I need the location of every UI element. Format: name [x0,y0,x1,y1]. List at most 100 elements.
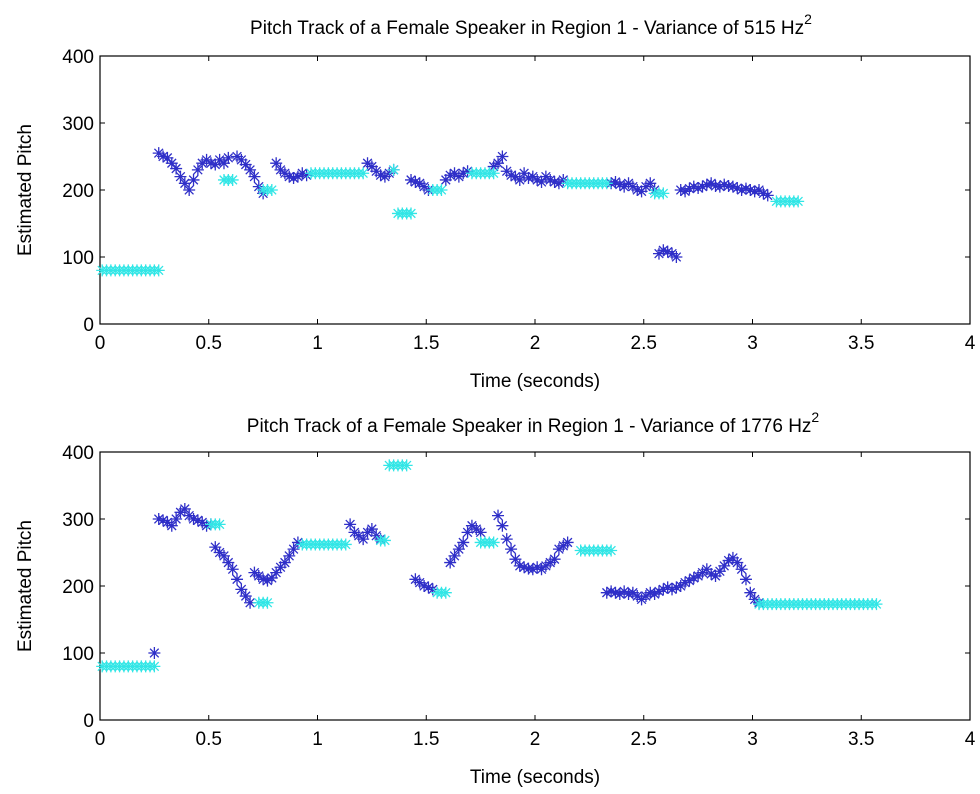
chart-top-series-0-marker [718,178,731,191]
chart-bottom-series-0-marker [422,581,435,594]
chart-bottom-series-0-marker [178,502,191,515]
chart-top-series-1-marker [600,177,613,190]
chart-bottom-series-0-marker [509,553,522,566]
chart-bottom-xtick-label: 4 [965,729,976,750]
chart-bottom-series-1-marker [148,660,161,673]
chart-top-series-0-marker [522,171,535,184]
chart-top-series-0-marker [731,181,744,194]
chart-bottom-series-0-marker [531,561,544,574]
chart-bottom-series-0-marker [626,586,639,599]
chart-bottom-series-0-marker [457,536,470,549]
chart-top-series-0-marker [609,175,622,188]
chart-top-series-1-marker [152,264,165,277]
chart-bottom-series-0-marker [652,585,665,598]
chart-bottom-title: Pitch Track of a Female Speaker in Regio… [247,409,820,437]
chart-bottom-series-0-marker [278,556,291,569]
chart-bottom-series-1-marker [870,598,883,611]
chart-top-title: Pitch Track of a Female Speaker in Regio… [250,11,812,39]
chart-top-series-0-marker [361,157,374,170]
chart-top-series-0-marker [300,169,313,182]
chart-bottom-series-0-marker [426,583,439,596]
chart-bottom-series-0-marker [283,549,296,562]
chart-top-series-0-marker [761,189,774,202]
chart-top-xtick-label: 1 [312,333,323,354]
chart-top-series-0-marker [178,177,191,190]
chart-bottom-series-0-marker [239,590,252,603]
chart-bottom-series-1-marker [213,518,226,531]
chart-top-series-0-marker [644,177,657,190]
chart-top-series-1-marker [357,167,370,180]
chart-bottom-series-0-marker [213,546,226,559]
chart-top-series-0-marker [439,173,452,186]
chart-top-series-1-marker [657,187,670,200]
chart-top-series-0-marker [757,187,770,200]
chart-bottom-markers [96,459,883,673]
chart-bottom-series-0-marker [683,574,696,587]
chart-top-series-0-marker [670,251,683,263]
chart-bottom-ytick-label: 400 [62,443,94,464]
chart-bottom-series-0-marker [448,549,461,562]
chart-top-series-0-marker [626,180,639,193]
chart-top-series-0-marker [535,175,548,188]
chart-bottom-series-0-marker [365,523,378,536]
chart-bottom-series-0-marker [261,574,274,587]
chart-top-ytick-label: 400 [62,47,94,68]
chart-top-series-0-marker [291,170,304,183]
chart-bottom-series-0-marker [452,543,465,556]
chart-bottom-title-superscript: 2 [811,409,819,425]
chart-bottom-series-0-marker [217,549,230,562]
chart-top-xtick-label: 3 [747,333,758,354]
chart-bottom-series-0-marker [357,533,370,546]
chart-top-xtick-label: 3.5 [848,333,874,354]
chart-bottom-series-0-marker [535,563,548,576]
chart-top-series-0-marker [252,180,265,193]
chart-bottom-series-0-marker [505,543,518,556]
chart-bottom-series-0-marker [657,583,670,596]
chart-top-series-1-marker [265,184,278,196]
chart-bottom-xtick-label: 0 [95,729,106,750]
chart-top-xtick-label: 1.5 [413,333,439,354]
chart-bottom-series-0-marker [544,556,557,569]
chart-top-series-0-marker [270,157,283,170]
chart-bottom: Pitch Track of a Female Speaker in Regio… [15,409,976,788]
chart-bottom-series-0-marker [709,569,722,582]
chart-top-series-0-marker [557,173,570,186]
chart-bottom-series-0-marker [631,590,644,603]
chart-bottom-series-0-marker [718,559,731,572]
chart-bottom-series-0-marker [700,563,713,576]
chart-top-series-0-marker [187,173,200,186]
chart-top-series-0-marker [457,167,470,180]
chart-top-title-text: Pitch Track of a Female Speaker in Regio… [250,18,804,39]
chart-top-series-0-marker [296,167,309,180]
chart-bottom-series-0-marker [165,519,178,532]
chart-bottom-series-0-marker [465,519,478,532]
chart-bottom-series-0-marker [713,565,726,578]
chart-bottom-series-0-marker [666,583,679,596]
chart-top-series-0-marker [239,158,252,171]
chart-bottom-series-0-marker [500,533,513,546]
chart-bottom-series-0-marker [539,559,552,572]
chart-bottom-series-0-marker [679,576,692,589]
chart-bottom-series-1-marker [439,586,452,599]
chart-bottom-series-0-marker [270,566,283,579]
chart-top-ytick-label: 100 [62,248,94,269]
chart-bottom-series-0-marker [513,559,526,572]
chart-top-series-0-marker [657,244,670,257]
chart-top-series-0-marker [413,177,426,190]
chart-top-series-0-marker [687,180,700,193]
chart-bottom-series-0-marker [648,588,661,601]
chart-bottom-series-1-marker [261,596,274,609]
chart-top-series-0-marker [713,180,726,193]
chart-top-series-0-marker [722,179,735,192]
chart-top-series-0-marker [635,185,648,198]
chart-bottom-series-0-marker [161,516,174,529]
chart-bottom-series-0-marker [183,509,196,522]
chart-top-ytick-label: 0 [83,315,94,336]
chart-top-series-1-marker [387,163,400,176]
chart-top-ticks: 0 0.5 1 1.5 2 2.5 3 3.5 4 0 100 200 300 400 [62,47,975,354]
chart-bottom-series-0-marker [622,588,635,601]
chart-bottom-series-0-marker [418,580,431,592]
chart-top-xlabel: Time (seconds) [470,371,600,392]
chart-bottom-series-0-marker [291,536,304,549]
chart-top-series-0-marker [196,157,209,170]
